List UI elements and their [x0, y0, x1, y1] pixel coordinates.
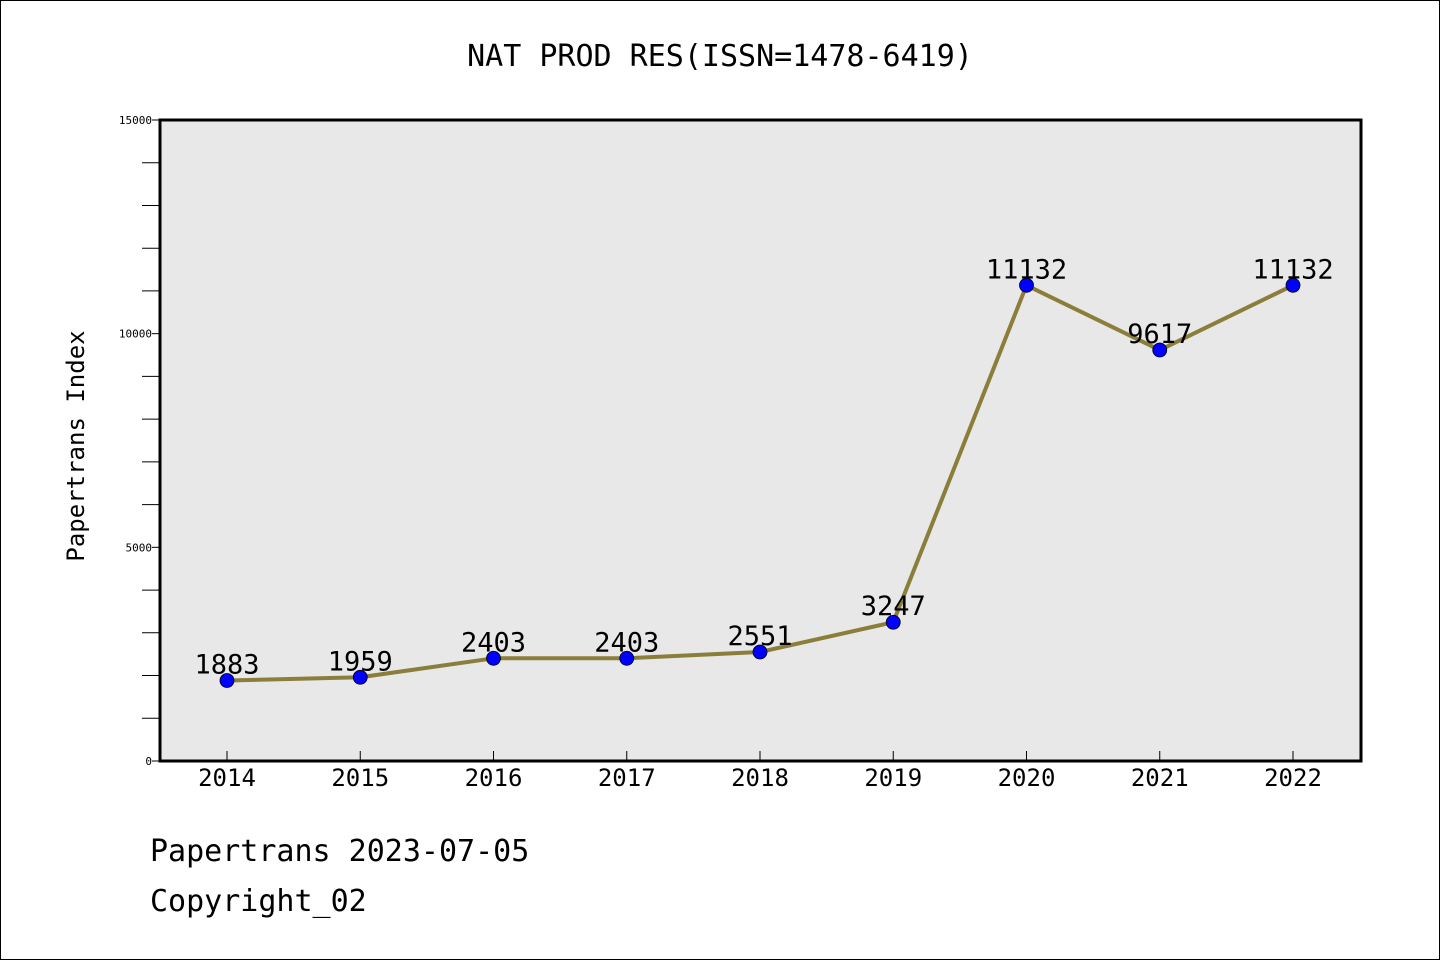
y-axis-label: Papertrans Index: [62, 330, 90, 561]
x-tick-label: 2017: [598, 764, 656, 792]
y-tick-label: 10000: [119, 328, 152, 341]
y-tick-label: 5000: [126, 541, 153, 554]
x-tick-label: 2021: [1131, 764, 1189, 792]
chart-title: NAT PROD RES(ISSN=1478-6419): [467, 39, 973, 74]
data-label: 2551: [727, 621, 792, 652]
data-point: [219, 673, 235, 688]
y-axis: 0 5000 10000 15000: [119, 114, 160, 768]
y-tick-label: 15000: [119, 114, 152, 127]
data-point: [619, 650, 635, 666]
data-point: [885, 614, 901, 630]
data-point: [752, 644, 768, 660]
data-point: [1152, 342, 1168, 358]
footer-copyright: Copyright_02: [150, 884, 367, 919]
x-tick-label: 2016: [465, 764, 523, 792]
footer-source: Papertrans 2023-07-05: [150, 834, 530, 869]
data-point: [1285, 277, 1301, 293]
data-label: 9617: [1127, 319, 1192, 350]
x-axis: 2014 2015 2016 2017 2018 2019 2020 2021 2022: [198, 751, 1322, 792]
x-tick-label: 2015: [331, 764, 389, 792]
data-label: 1883: [194, 650, 259, 681]
x-tick-label: 2019: [864, 764, 922, 792]
data-label: 11132: [1252, 254, 1333, 285]
series-layer: 1883 1959 2403 2403 2551 3247 11132 9617 11132: [194, 254, 1334, 688]
data-label: 2403: [594, 627, 659, 658]
x-tick-label: 2020: [998, 764, 1056, 792]
x-tick-label: 2018: [731, 764, 789, 792]
data-label: 11132: [986, 254, 1067, 285]
x-tick-label: 2022: [1264, 764, 1322, 792]
data-point: [352, 669, 368, 685]
data-label: 2403: [461, 627, 526, 658]
x-tick-label: 2014: [198, 764, 256, 792]
y-tick-label: 0: [145, 755, 152, 768]
data-point: [1019, 277, 1034, 293]
data-point: [486, 650, 501, 666]
data-label: 1959: [328, 646, 393, 677]
data-label: 3247: [861, 591, 926, 622]
